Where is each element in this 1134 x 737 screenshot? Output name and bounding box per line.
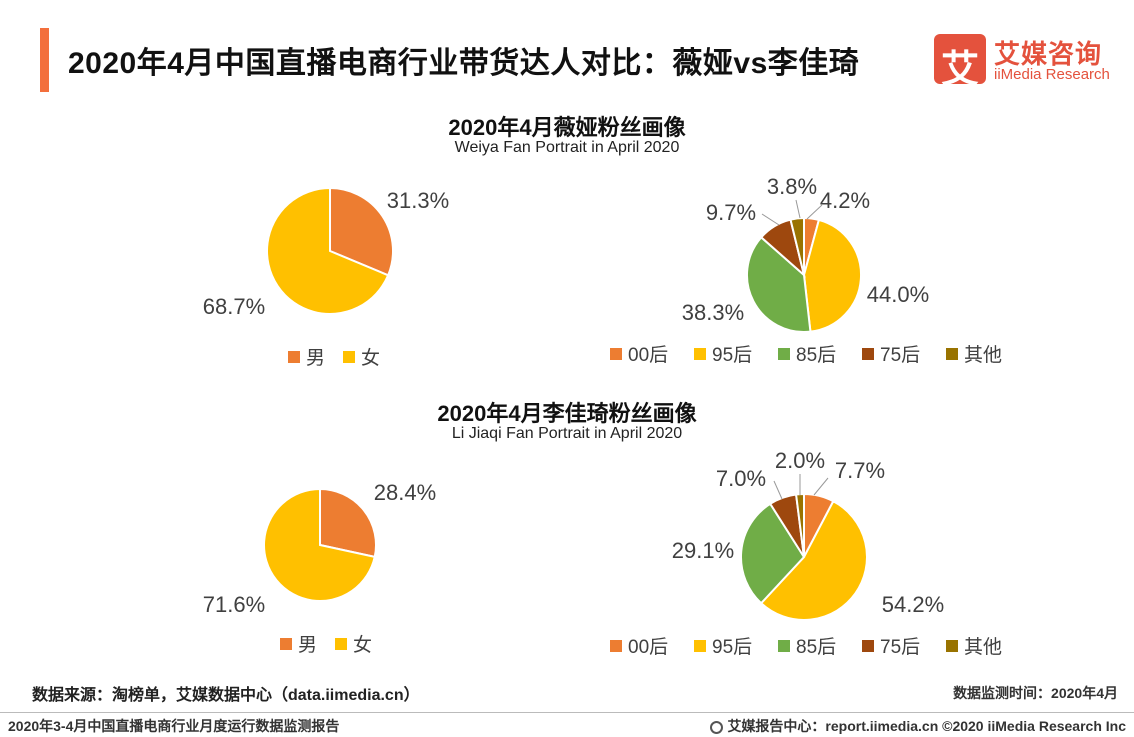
page-title: 2020年4月中国直播电商行业带货达人对比：薇娅vs李佳琦 [68,47,860,80]
legend-swatch-3-0 [610,640,622,652]
footer-divider [0,712,1134,713]
slice-label-3-3: 7.0% [716,466,766,491]
slice-label-2-1: 71.6% [203,592,265,617]
leader-line-3-3 [773,480,783,500]
legend-swatch-1-4 [946,348,958,360]
copyright-text: 艾媒报告中心：report.iimedia.cn ©2020 iiMedia R… [727,718,1126,734]
legend-label-3-0: 00后 [628,636,668,658]
slice-label-3-0: 7.7% [835,458,885,483]
legend-label-2-0: 男 [298,635,317,656]
slice-label-0-0: 31.3% [387,188,449,213]
slice-label-3-2: 29.1% [672,538,734,563]
legend-swatch-0-1 [343,351,355,363]
leader-line-1-3 [761,213,780,226]
monitor-time: 数据监测时间：2020年4月 [953,685,1118,701]
weiya-section-title: 2020年4月薇娅粉丝画像 [448,115,686,140]
pie-slice-1-4 [789,216,805,276]
legend-label-3-2: 85后 [796,636,836,658]
lijiaqi-section-subtitle: Li Jiaqi Fan Portrait in April 2020 [451,425,683,442]
pie-slice-1-2 [746,235,812,334]
pie-slice-1-1 [802,218,862,333]
legend-swatch-1-0 [610,348,622,360]
legend-label-2-1: 女 [353,634,372,656]
globe-icon [710,721,724,734]
legend-label-0-1: 女 [361,347,380,369]
legend-swatch-3-1 [694,640,706,652]
slice-label-3-4: 2.0% [775,448,825,473]
legend-swatch-1-2 [778,348,790,360]
legend-swatch-2-0 [280,638,292,650]
pie-slice-0-0 [329,186,394,277]
legend-swatch-3-2 [778,640,790,652]
iimedia-logo: 艾 艾媒咨询 iiMedia Research [934,34,1114,91]
slice-label-3-1: 54.2% [882,592,944,617]
logo-name-en: iiMedia Research [994,66,1110,83]
slice-label-2-0: 28.4% [374,480,436,505]
legend-swatch-1-1 [694,348,706,360]
legend-swatch-3-3 [862,640,874,652]
slice-label-1-1: 44.0% [867,282,929,307]
legend-label-1-0: 00后 [628,344,668,366]
weiya-section-subtitle: Weiya Fan Portrait in April 2020 [454,139,680,156]
data-source: 数据来源：淘榜单，艾媒数据中心（data.iimedia.cn） [32,687,420,704]
report-name: 2020年3-4月中国直播电商行业月度运行数据监测报告 [8,718,340,734]
pie-slice-2-0 [319,487,378,559]
legend-swatch-0-0 [288,351,300,363]
slice-label-0-1: 68.7% [203,294,265,319]
legend-label-3-3: 75后 [880,636,920,658]
slice-label-1-2: 38.3% [682,300,744,325]
slice-label-1-3: 9.7% [706,200,756,225]
pie-slice-0-1 [266,186,390,315]
slice-label-1-0: 4.2% [820,188,870,213]
leader-line-3-0 [813,477,829,496]
logo-mark-char: 艾 [940,49,979,91]
pie-slice-3-1 [759,499,868,621]
legend-swatch-3-4 [946,640,958,652]
logo-mark: 艾 [934,34,986,91]
leader-line-1-4 [795,199,801,219]
lijiaqi-section-title: 2020年4月李佳琦粉丝画像 [437,401,697,426]
legend-label-1-1: 95后 [712,344,752,366]
report-center: 艾媒报告中心：report.iimedia.cn ©2020 iiMedia R… [710,716,1126,736]
pie-slice-3-2 [739,502,806,605]
legend-label-1-2: 85后 [796,344,836,366]
leader-line-1-0 [806,204,823,220]
legend-label-0-0: 男 [306,348,325,369]
title-accent-bar [40,28,49,92]
legend-label-3-4: 其他 [964,636,1002,658]
legend-label-3-1: 95后 [712,636,752,658]
pie-slice-2-1 [263,487,376,602]
legend-label-1-3: 75后 [880,344,920,366]
legend-swatch-2-1 [335,638,347,650]
slice-label-1-4: 3.8% [767,174,817,199]
logo-name-cn: 艾媒咨询 [994,39,1103,69]
legend-label-1-4: 其他 [964,344,1002,366]
legend-swatch-1-3 [862,348,874,360]
